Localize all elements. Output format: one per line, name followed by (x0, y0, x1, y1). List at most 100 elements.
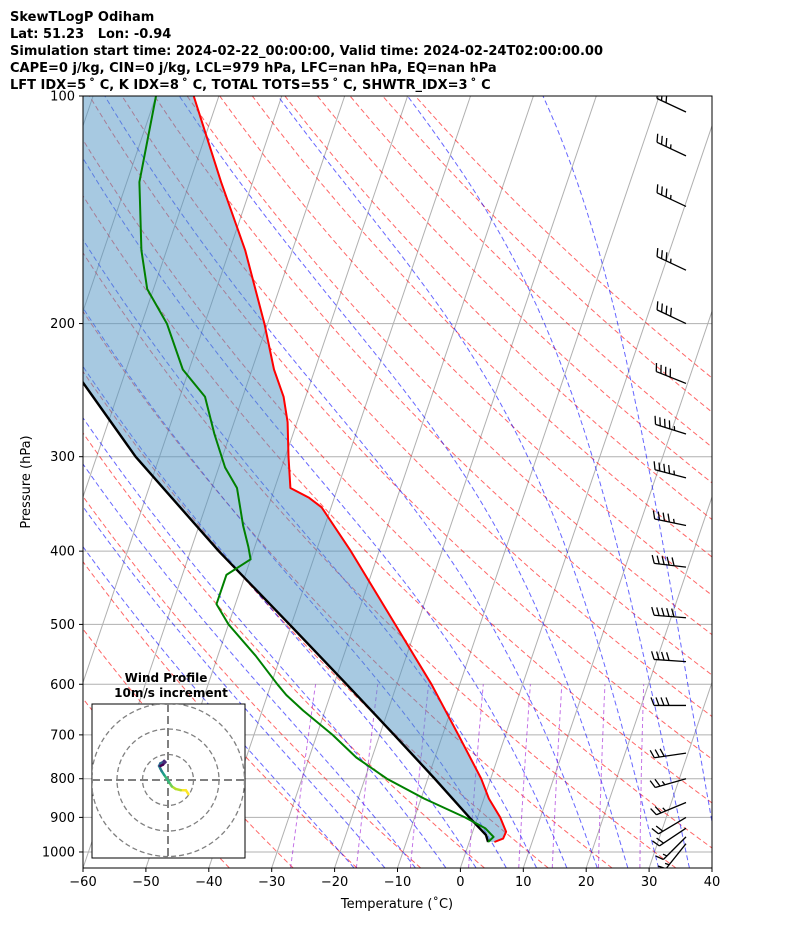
wind-barb-half (664, 862, 670, 866)
wind-barb-half (672, 518, 675, 524)
wind-barb-shaft (658, 816, 687, 835)
dry-adiabat (317, 96, 712, 484)
hodograph-title: Wind Profile (125, 671, 208, 685)
y-tick-label: 900 (50, 811, 75, 826)
y-tick-label: 600 (50, 678, 75, 693)
wind-barb (655, 362, 687, 385)
dry-adiabat (251, 96, 712, 558)
isotherm-line (459, 124, 712, 868)
wind-barb-flag (652, 510, 656, 520)
hodograph-ring (92, 704, 245, 858)
wind-barb-flag (655, 855, 664, 861)
wind-barb-flag (651, 651, 655, 660)
wind-barb-flag (671, 557, 675, 566)
dry-adiabat (349, 96, 712, 448)
wind-barb-flag (660, 303, 663, 313)
y-axis-label: Pressure (hPa) (19, 435, 34, 528)
wind-barb-flag (660, 651, 665, 661)
dry-adiabat (88, 96, 712, 760)
wind-barb (656, 247, 687, 271)
y-tick-label: 100 (50, 90, 75, 105)
dry-adiabat (382, 96, 712, 413)
wind-barb-flag (653, 461, 656, 470)
x-tick-label: −30 (258, 875, 285, 890)
wind-barb (651, 816, 687, 835)
wind-barb-flag (665, 137, 668, 147)
y-tick-label: 700 (50, 728, 75, 743)
wind-barb-flag (659, 748, 665, 757)
wind-barb-flag (656, 247, 659, 257)
wind-barb-flag (667, 513, 670, 523)
header-times: Simulation start time: 2024-02-22_00:00:… (10, 44, 603, 59)
isotherm-line (83, 96, 94, 128)
wind-barb-flag (660, 697, 665, 706)
moist-adiabat (83, 463, 416, 868)
wind-barb-flag (650, 808, 657, 816)
x-tick-label: −20 (321, 875, 348, 890)
dewpoint-line (138, 96, 495, 843)
temperature-line (192, 96, 508, 843)
wind-barb-flag (656, 184, 659, 193)
hodograph-content (92, 704, 245, 858)
wind-barb (651, 651, 687, 663)
profile-lines (83, 96, 687, 868)
x-axis-label: Temperature (˚C) (340, 896, 453, 912)
y-axis: 1000 900 800 700 600 500 400 300 200 100 (42, 90, 83, 860)
isotherm-line (83, 96, 283, 685)
mixing-ratio-line (551, 684, 563, 868)
wind-barb-flag (651, 606, 655, 616)
x-tick-label: 30 (641, 875, 658, 890)
wind-barb-flag (649, 780, 656, 788)
parcel-profile-line (83, 380, 490, 843)
wind-barb-shaft (654, 562, 687, 568)
wind-barb (656, 184, 687, 208)
mixing-ratio-line (355, 684, 379, 868)
x-tick-label: 10 (515, 875, 532, 890)
moist-adiabat (407, 96, 690, 868)
wind-barb (650, 697, 686, 707)
wind-barb-shaft (656, 192, 687, 208)
wind-barb-shaft (656, 255, 687, 271)
mixing-ratio-line (639, 684, 645, 868)
wind-barb (655, 836, 687, 861)
wind-barb-flag (665, 697, 670, 706)
wind-barb-shaft (659, 827, 687, 847)
wind-barb-flag (656, 133, 659, 143)
wind-barb-flag (656, 301, 659, 310)
isotherm-line (585, 495, 712, 868)
wind-barb-flag (660, 135, 663, 145)
wind-barb-half (661, 780, 666, 786)
wind-barb-flag (650, 697, 655, 706)
mixing-ratio-line (597, 684, 606, 868)
y-tick-label: 400 (50, 545, 75, 560)
moist-adiabat (178, 96, 629, 868)
x-tick-label: 0 (456, 875, 464, 890)
dry-adiabat (83, 495, 422, 868)
cin-shading (83, 96, 507, 842)
y-tick-label: 500 (50, 618, 75, 633)
moist-adiabat (104, 96, 598, 868)
wind-barb-flag (665, 252, 668, 261)
isotherm-line (648, 680, 712, 868)
wind-barb (656, 133, 687, 157)
wind-barb (657, 843, 687, 868)
wind-barb-flag (657, 865, 667, 868)
dry-adiabat (284, 96, 712, 521)
wind-barb-flag (655, 825, 664, 832)
wind-barb-flag (658, 462, 661, 472)
wind-barb (650, 801, 687, 816)
x-tick-label: 40 (704, 875, 721, 890)
wind-barb-shaft (656, 97, 687, 113)
wind-barb-flag (663, 463, 666, 473)
wind-barb-flag (655, 697, 660, 706)
y-tick-label: 300 (50, 450, 75, 465)
wind-barb-flag (651, 554, 655, 564)
y-tick-label: 1000 (42, 845, 75, 860)
wind-barb-shaft (662, 836, 687, 860)
isotherm-line (775, 96, 794, 868)
wind-barb-shaft (654, 658, 687, 663)
wind-barb-flag (668, 465, 671, 474)
dry-adiabat (83, 432, 485, 868)
wind-barb-shaft (656, 801, 687, 816)
